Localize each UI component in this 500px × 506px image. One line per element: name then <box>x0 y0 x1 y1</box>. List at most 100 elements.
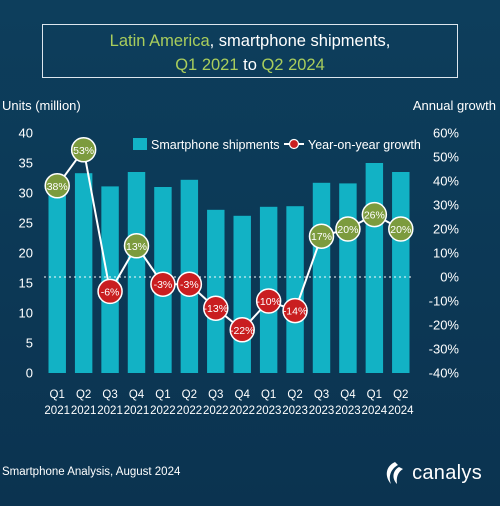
y-tick-label: 25 <box>19 216 33 231</box>
growth-data-label: 20% <box>390 224 411 236</box>
growth-marker <box>255 288 282 314</box>
growth-data-label: -22% <box>230 325 255 337</box>
y2-tick-label: -10% <box>429 294 460 309</box>
title-to: to <box>238 56 262 74</box>
y2-tick-label: 20% <box>433 222 459 237</box>
growth-marker <box>308 223 335 249</box>
x-tick-label-quarter: Q1 <box>50 389 65 401</box>
bar <box>312 182 331 373</box>
y-tick-label: 5 <box>26 336 33 351</box>
x-tick-label-quarter: Q1 <box>155 389 170 401</box>
x-tick-label-quarter: Q1 <box>261 389 276 401</box>
y-tick-label: 40 <box>19 126 33 141</box>
growth-marker <box>123 233 150 259</box>
growth-marker <box>150 271 176 297</box>
y2-tick-label: 10% <box>433 246 459 261</box>
brand-name: canalys <box>412 461 482 484</box>
x-tick-label-year: 2021 <box>71 405 97 417</box>
chart-title-line-1: Latin America, smartphone shipments, <box>43 29 457 53</box>
y2-axis-title: Annual growth <box>413 98 496 113</box>
source-note: Smartphone Analysis, August 2024 <box>2 466 181 478</box>
x-tick-label-year: 2022 <box>229 405 255 417</box>
growth-marker <box>97 278 123 305</box>
growth-data-label: 20% <box>337 224 358 236</box>
brand-logo: canalys <box>382 458 482 488</box>
bar <box>207 209 225 373</box>
x-tick-label-quarter: Q1 <box>367 389 382 401</box>
chart-title-line-2: Q1 2021 to Q2 2024 <box>43 53 457 77</box>
growth-data-label: 26% <box>364 210 385 222</box>
y2-tick-label: 30% <box>433 198 459 213</box>
growth-data-label: -10% <box>256 296 281 308</box>
y2-tick-label: 50% <box>433 150 459 165</box>
x-tick-label-year: 2022 <box>203 405 229 417</box>
growth-data-label: -3% <box>180 279 199 291</box>
growth-data-label: -14% <box>283 306 308 318</box>
legend-line-label: Year-on-year growth <box>308 138 421 152</box>
growth-marker <box>70 137 97 163</box>
growth-marker <box>282 297 308 324</box>
growth-data-label: 17% <box>311 231 332 243</box>
growth-marker <box>388 216 414 242</box>
bar <box>74 173 93 373</box>
bar <box>339 183 357 373</box>
x-tick-label-quarter: Q3 <box>208 389 223 401</box>
title-end-period: Q2 2024 <box>261 56 325 74</box>
growth-marker <box>44 173 70 199</box>
y-tick-label: 20 <box>19 246 33 261</box>
canalys-logo-icon <box>386 462 404 484</box>
x-tick-label-year: 2023 <box>335 405 361 417</box>
x-tick-label-year: 2024 <box>362 405 388 417</box>
growth-data-label: 53% <box>73 145 94 157</box>
growth-marker <box>176 271 203 297</box>
bar <box>365 163 384 373</box>
growth-marker <box>203 295 229 321</box>
legend-line-marker <box>288 138 300 150</box>
x-tick-label-quarter: Q4 <box>129 389 145 401</box>
title-rest: , smartphone shipments, <box>209 32 391 50</box>
x-tick-label-quarter: Q4 <box>340 389 356 401</box>
title-region: Latin America <box>109 32 210 50</box>
y-tick-label: 15 <box>19 276 33 291</box>
x-tick-label-year: 2024 <box>388 405 414 417</box>
x-tick-label-quarter: Q2 <box>182 389 197 401</box>
chart-title-box: Latin America, smartphone shipments, Q1 … <box>42 24 458 78</box>
x-tick-label-year: 2021 <box>124 405 150 417</box>
bar <box>392 172 410 373</box>
y-tick-label: 35 <box>19 156 33 171</box>
x-tick-label-year: 2021 <box>97 405 123 417</box>
y-axis-title: Units (million) <box>2 98 81 113</box>
y2-tick-label: 40% <box>433 174 459 189</box>
growth-marker <box>335 216 361 242</box>
y2-tick-label: -30% <box>429 342 460 357</box>
y2-tick-label: -20% <box>429 318 460 333</box>
legend-bar-swatch <box>133 138 147 150</box>
y-tick-label: 10 <box>19 306 33 321</box>
x-tick-label-year: 2022 <box>150 405 176 417</box>
x-tick-label-quarter: Q4 <box>235 389 251 401</box>
growth-marker <box>229 317 255 343</box>
legend-bar-label: Smartphone shipments <box>151 138 280 152</box>
growth-data-label: -6% <box>101 286 120 298</box>
x-tick-label-quarter: Q3 <box>102 389 117 401</box>
x-tick-label-quarter: Q3 <box>314 389 329 401</box>
x-tick-label-quarter: Q2 <box>287 389 302 401</box>
growth-data-label: 13% <box>126 241 147 253</box>
x-tick-label-year: 2021 <box>44 405 70 417</box>
bar <box>48 181 66 373</box>
y-tick-label: 0 <box>26 366 33 381</box>
bar <box>127 172 146 373</box>
x-tick-label-year: 2023 <box>282 405 308 417</box>
y2-tick-label: 0% <box>440 270 459 285</box>
y2-tick-label: 60% <box>433 126 459 141</box>
x-tick-label-quarter: Q2 <box>76 389 91 401</box>
growth-data-label: -3% <box>154 279 173 291</box>
bar <box>233 215 251 373</box>
growth-data-label: -13% <box>204 303 229 315</box>
x-tick-label-quarter: Q2 <box>393 389 408 401</box>
y2-tick-label: -40% <box>429 366 460 381</box>
x-tick-label-year: 2023 <box>256 405 282 417</box>
growth-data-label: 38% <box>47 181 68 193</box>
